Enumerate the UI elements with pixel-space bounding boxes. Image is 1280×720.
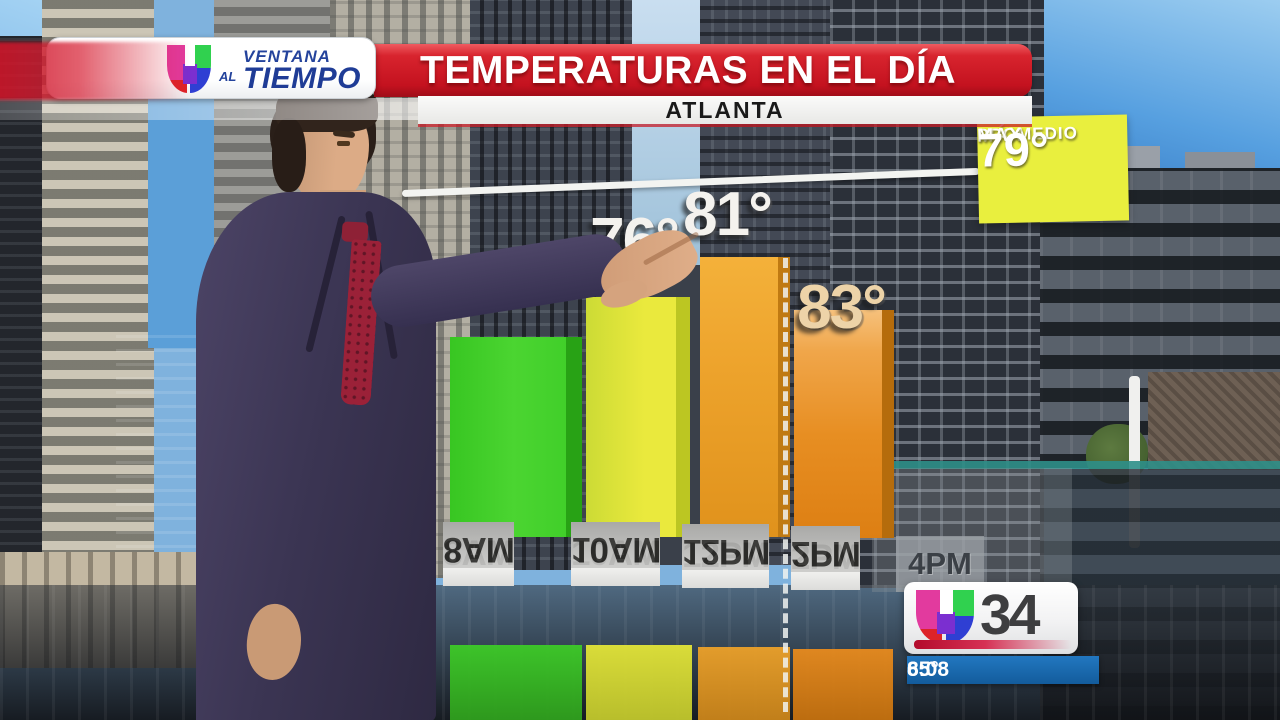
channel-number: 34 (980, 583, 1040, 647)
roof-brown (1148, 372, 1280, 470)
strip-blur-left (0, 98, 418, 120)
page-title: TEMPERATURAS EN EL DÍA (420, 49, 957, 92)
current-temp: 85° (907, 658, 939, 681)
brand-al: AL (219, 69, 237, 84)
title-banner: TEMPERATURAS EN EL DÍA (374, 44, 1032, 97)
building-far-left (0, 36, 46, 626)
temp-label-2pm: 83° (797, 273, 887, 342)
presenter-hair-side (272, 118, 306, 192)
bar-8am (450, 337, 566, 537)
red-streak (0, 42, 190, 100)
bar-8am-side (566, 337, 582, 537)
bar-10am-side (676, 297, 690, 537)
station-bug-box: 34 (904, 582, 1078, 654)
clock-time: 6:08 (907, 658, 950, 681)
time-label-12pm-reflection: 12PM (682, 524, 770, 570)
location-label: ATLANTA (418, 96, 1032, 124)
bar-reflection-12pm (698, 647, 790, 720)
dashed-divider (783, 258, 788, 712)
logo-notch (940, 590, 954, 614)
logo-notch (185, 45, 196, 67)
bar-reflection-10am (586, 645, 692, 720)
time-label-2pm-reflection: 2PM (791, 526, 860, 572)
brand-tiempo: TIEMPO (243, 62, 362, 95)
bar-10am (586, 297, 676, 537)
bar-2pm (794, 310, 882, 538)
presenter-eye (337, 141, 350, 146)
promedio-value: 79° (977, 122, 1050, 177)
bar-reflection-2pm (793, 649, 893, 720)
temp-label-12pm: 81° (683, 180, 773, 249)
univision-logo-bug-icon (916, 590, 974, 644)
bar-2pm-side (882, 310, 894, 538)
time-temp-bar: 6:08 85° (907, 656, 1099, 684)
time-label-10am-reflection: 10AM (571, 522, 661, 568)
bug-red-stripe (914, 640, 1072, 649)
time-label-8am-reflection: 8AM (443, 522, 514, 568)
logo-green (189, 45, 211, 69)
bar-reflection-8am (450, 645, 582, 720)
waterline (878, 461, 1280, 469)
brand-ventana: VENTANA (243, 47, 331, 66)
logo-purple (936, 611, 956, 635)
promedio-max-box: PROMEDIO MÁX 79° (976, 114, 1130, 224)
rooftop-structure-2 (1185, 152, 1255, 172)
bar-12pm (700, 257, 778, 537)
strip-underline (418, 124, 1032, 127)
